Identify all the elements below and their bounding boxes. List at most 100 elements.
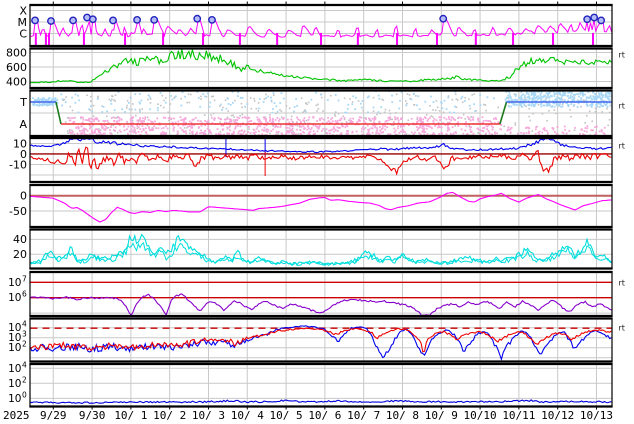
scatter-dot [236,119,239,121]
scatter-dot [309,128,312,131]
scatter-dot [281,116,283,119]
scatter-dot [223,133,225,136]
scatter-dot [50,102,53,104]
scatter-dot [198,126,200,128]
scatter-dot [246,103,249,106]
scatter-dot [478,120,481,123]
scatter-dot [206,92,209,95]
scatter-dot [549,91,552,94]
scatter-dot [244,105,246,108]
scatter-dot [497,106,499,109]
scatter-dot [130,116,133,119]
x-tick-label: 10/10 [464,409,497,422]
scatter-dot [138,118,141,121]
scatter-dot [532,98,534,100]
scatter-dot [454,105,456,108]
scatter-dot [582,99,585,101]
scatter-dot [33,103,36,105]
scatter-dot [606,106,609,108]
x-tick-label: 9/29 [40,409,67,422]
scatter-dot [562,90,565,93]
scatter-dot [606,102,608,105]
scatter-dot [83,130,85,132]
scatter-dot [153,125,155,128]
scatter-dot [571,96,574,98]
y-tick-label: 0 [20,190,27,203]
scatter-dot [564,128,566,131]
scatter-dot [129,118,132,121]
scatter-dot [366,132,369,135]
scatter-dot [587,91,590,93]
flare-peak-marker [31,16,39,25]
scatter-dot [207,121,210,123]
scatter-dot [374,118,377,120]
scatter-dot [464,96,466,99]
scatter-dot [199,105,202,108]
scatter-dot [241,97,244,99]
scatter-dot [514,100,517,102]
scatter-dot [403,125,405,128]
scatter-dot [398,107,401,110]
scatter-dot [592,90,595,93]
scatter-dot [110,133,113,136]
scatter-dot [465,121,467,123]
scatter-dot [484,104,487,106]
scatter-dot [229,125,231,127]
scatter-dot [317,103,319,106]
scatter-dot [83,133,86,135]
scatter-dot [111,95,113,97]
scatter-dot [574,93,576,96]
scatter-dot [224,99,227,101]
scatter-dot [490,125,493,128]
scatter-dot [591,98,594,101]
scatter-dot [277,132,279,135]
scatter-dot [589,104,592,107]
scatter-dot [367,133,370,136]
flare-peak-marker [69,16,77,25]
scatter-dot [196,132,198,135]
scatter-dot [269,116,271,119]
scatter-dot [288,107,291,109]
scatter-dot [601,94,604,97]
scatter-dot [412,133,415,135]
scatter-dot [183,127,186,129]
scatter-dot [569,109,571,111]
scatter-dot [462,113,465,116]
flare-peak-marker [88,15,97,24]
scatter-dot [104,128,107,131]
scatter-dot [278,120,280,122]
scatter-dot [232,130,235,133]
scatter-dot [479,104,482,106]
scatter-dot [461,101,464,104]
scatter-dot [114,100,116,102]
scatter-dot [276,110,279,113]
x-tick-label: 10/ 9 [425,409,458,422]
scatter-dot [279,109,281,111]
scatter-dot [447,96,450,99]
scatter-dot [509,131,512,134]
scatter-dot [533,91,535,94]
y-tick-label: 0 [20,148,27,161]
scatter-dot [400,124,403,127]
scatter-dot [235,122,238,124]
scatter-dot [516,99,518,101]
scatter-dot [296,128,298,131]
scatter-dot [236,95,239,97]
scatter-dot [405,104,408,107]
scatter-dot [296,105,299,107]
scatter-dot [569,91,572,94]
scatter-dot [255,127,258,130]
scatter-dot [276,117,279,119]
scatter-dot [246,117,249,120]
scatter-dot [364,127,367,129]
scatter-dot [282,97,285,100]
scatter-dot [257,120,260,123]
scatter-dot [131,121,134,124]
scatter-dot [580,105,582,108]
scatter-dot [32,103,34,106]
scatter-dot [444,124,447,126]
scatter-dot [585,130,588,133]
scatter-dot [250,107,253,110]
scatter-dot [318,125,321,128]
scatter-dot [139,110,141,113]
